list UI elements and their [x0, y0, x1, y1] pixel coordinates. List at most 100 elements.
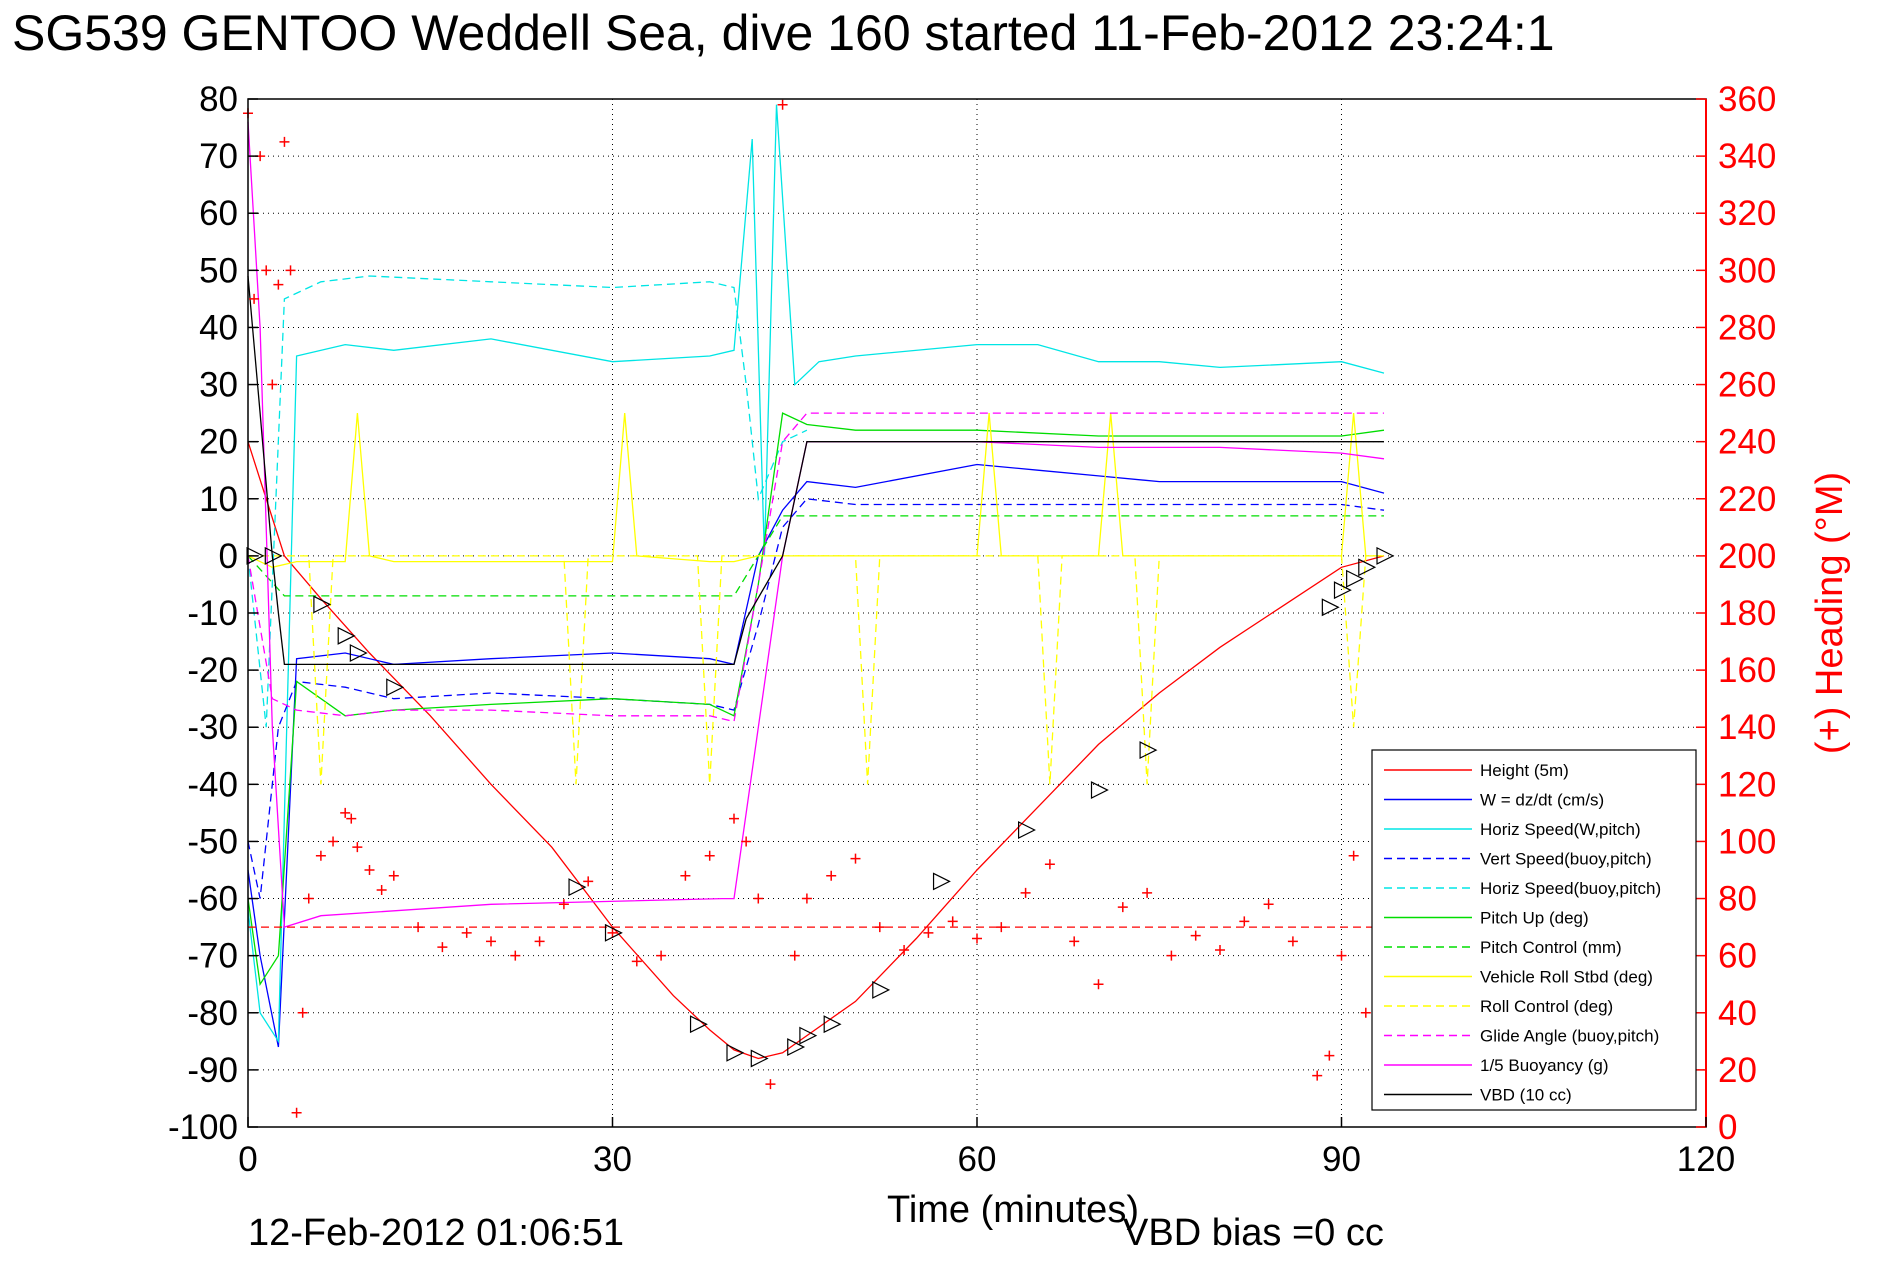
heading-point: [437, 942, 448, 953]
heading-point: [291, 1107, 302, 1118]
heading-point: [1312, 1070, 1323, 1081]
right-tick-label: 300: [1718, 251, 1776, 290]
heading-point: [534, 936, 545, 947]
heading-point: [1044, 859, 1055, 870]
heading-point: [267, 379, 278, 390]
triangle-marker: [726, 1043, 745, 1062]
heading-point: [1324, 1050, 1335, 1061]
triangle-marker: [337, 626, 356, 645]
triangle-marker: [1321, 598, 1340, 617]
legend: Height (5m) W = dz/dt (cm/s) Horiz Speed(W…: [1371, 749, 1697, 1111]
triangle-marker: [1333, 581, 1352, 600]
triangle-marker: [872, 980, 891, 999]
heading-point: [340, 807, 351, 818]
heading-point: [729, 813, 739, 824]
heading-point: [972, 933, 982, 944]
triangle-marker: [823, 1015, 842, 1034]
right-tick-label: 0: [1718, 1108, 1737, 1147]
right-tick-label: 60: [1718, 937, 1757, 976]
heading-point: [1215, 944, 1225, 955]
triangle-marker: [349, 644, 368, 662]
heading-point: [285, 265, 296, 276]
left-tick-label: -30: [187, 708, 238, 747]
triangle-marker: [1376, 546, 1395, 565]
series-line-1: [247, 463, 1385, 1048]
heading-point: [704, 850, 715, 861]
heading-point: [303, 893, 314, 904]
triangle-marker: [1346, 569, 1364, 588]
right-tick-label: 180: [1718, 594, 1776, 633]
legend-label: Height (5m): [1480, 761, 1569, 780]
heading-point: [352, 842, 363, 853]
x-axis-label: Time (minutes): [887, 1189, 1139, 1231]
triangle-marker: [750, 1049, 769, 1068]
left-tick-label: -90: [187, 1051, 238, 1090]
heading-point: [753, 893, 764, 904]
heading-point: [558, 899, 569, 910]
heading-point: [996, 922, 1007, 933]
triangle-marker: [1018, 821, 1036, 839]
heading-point: [297, 1007, 308, 1018]
x-tick-label: 120: [1677, 1140, 1735, 1179]
right-tick-label: 260: [1718, 366, 1776, 405]
footer-timestamp: 12-Feb-2012 01:06:51: [248, 1212, 624, 1254]
right-tick-label: 120: [1718, 765, 1776, 804]
right-tick-label: 40: [1718, 994, 1757, 1033]
heading-point: [1069, 936, 1080, 947]
heading-point: [346, 813, 357, 824]
legend-label: VBD (10 cc): [1480, 1086, 1572, 1105]
left-tick-label: 40: [199, 308, 238, 347]
legend-label: Vert Speed(buoy,pitch): [1480, 850, 1652, 869]
series-line-4: [247, 275, 808, 728]
heading-point: [656, 950, 667, 961]
x-tick-label: 0: [238, 1140, 257, 1179]
right-tick-label: 100: [1718, 822, 1776, 861]
legend-label: W = dz/dt (cm/s): [1480, 791, 1604, 810]
heading-point: [741, 836, 752, 847]
heading-point: [1348, 850, 1359, 861]
heading-point: [249, 293, 260, 304]
heading-point: [607, 927, 618, 938]
legend-label: Glide Angle (buoy,pitch): [1480, 1027, 1659, 1046]
triangle-marker: [787, 1038, 806, 1057]
heading-point: [850, 853, 861, 864]
left-tick-label: 30: [199, 366, 238, 405]
heading-point: [413, 922, 424, 933]
heading-point: [279, 136, 290, 147]
heading-point: [789, 950, 800, 961]
heading-point: [923, 927, 934, 938]
left-tick-label: -10: [187, 594, 238, 633]
series-line-8: [248, 555, 1384, 785]
right-tick-label: 160: [1718, 651, 1776, 690]
triangle-marker: [799, 1026, 818, 1045]
series-line-3: [247, 498, 1385, 899]
heading-point: [1166, 950, 1177, 961]
heading-point: [1336, 950, 1347, 961]
heading-markers: [243, 99, 1383, 1118]
heading-point: [899, 944, 910, 955]
triangle-marker: [568, 878, 587, 897]
triangle-marker: [264, 546, 283, 565]
heading-point: [376, 884, 387, 895]
legend-label: Pitch Control (mm): [1480, 938, 1622, 957]
triangle-marker: [386, 678, 405, 697]
heading-point: [1020, 887, 1031, 898]
series-line-10: [247, 121, 1385, 928]
axis-ticks: 80706050403020100-10-20-30-40-50-60-70-8…: [168, 80, 1776, 1179]
left-tick-label: -80: [187, 994, 238, 1033]
x-tick-label: 90: [1322, 1140, 1361, 1179]
series-line-9: [247, 412, 1384, 723]
heading-point: [680, 870, 691, 881]
heading-point: [765, 1079, 776, 1090]
heading-point: [315, 850, 326, 861]
right-tick-label: 240: [1718, 423, 1776, 462]
heading-point: [777, 99, 788, 110]
triangle-marker: [932, 872, 951, 891]
legend-label: Horiz Speed(W,pitch): [1480, 820, 1641, 839]
left-tick-label: 70: [199, 137, 238, 176]
heading-point: [1239, 916, 1250, 927]
legend-box: [1371, 749, 1697, 1111]
triangle-marker: [246, 546, 265, 565]
left-tick-label: 80: [199, 80, 238, 119]
